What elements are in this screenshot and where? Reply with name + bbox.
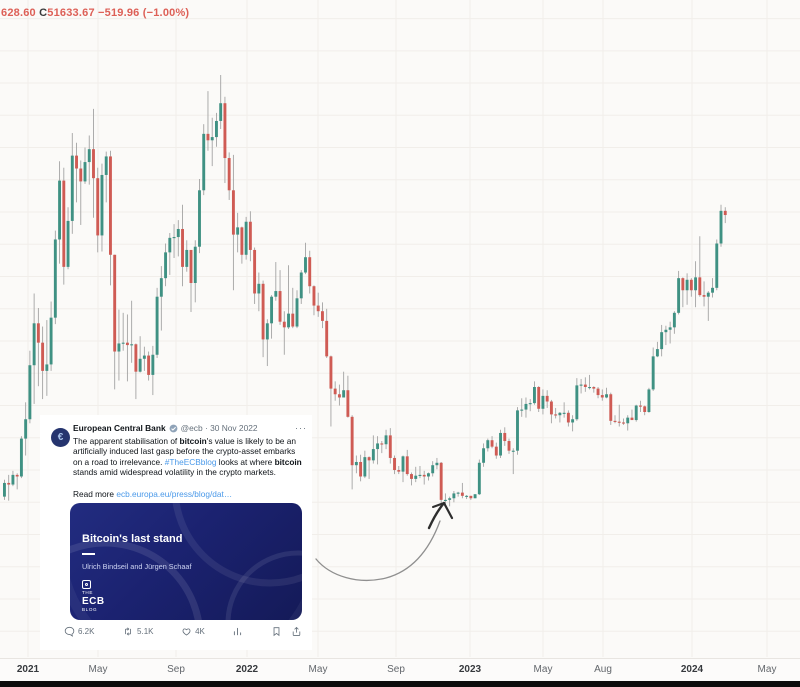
reply-count: 6.2K bbox=[78, 627, 95, 636]
tweet-link[interactable]: ecb.europa.eu/press/blog/dat… bbox=[116, 489, 233, 499]
reply-button[interactable]: 6.2K bbox=[64, 626, 94, 637]
axis-tick-label: May bbox=[533, 664, 553, 675]
bookmark-icon[interactable] bbox=[271, 626, 282, 637]
handle-and-date: @ecb · 30 Nov 2022 bbox=[180, 423, 258, 433]
axis-tick-label: May bbox=[308, 664, 328, 675]
tweet-header: European Central Bank @ecb · 30 Nov 2022… bbox=[73, 423, 307, 433]
time-axis[interactable]: 2021 May Sep 2022 May Sep 2023 May Aug 2024 May bbox=[0, 658, 800, 682]
reply-icon bbox=[64, 626, 75, 637]
tweet-read-more: Read more ecb.europa.eu/press/blog/dat… bbox=[73, 489, 233, 499]
tweet-actions: 6.2K 5.1K 4K bbox=[64, 626, 302, 637]
tweet-link[interactable]: #TheECBblog bbox=[164, 456, 217, 467]
like-count: 4K bbox=[195, 627, 205, 636]
bottom-black-bar bbox=[0, 681, 800, 687]
readout-close-label: C bbox=[39, 7, 48, 19]
share-icon[interactable] bbox=[291, 626, 302, 637]
card-title-underline bbox=[82, 553, 95, 555]
like-button[interactable]: 4K bbox=[181, 626, 205, 637]
axis-tick-label: Aug bbox=[594, 664, 612, 675]
card-title: Bitcoin's last stand bbox=[82, 533, 183, 545]
card-authors: Ulrich Bindseil and Jürgen Schaaf bbox=[82, 562, 192, 571]
axis-tick-label: May bbox=[757, 664, 777, 675]
tweet-card[interactable]: € European Central Bank @ecb · 30 Nov 20… bbox=[40, 415, 312, 650]
axis-tick-label: 2021 bbox=[16, 664, 40, 675]
ecb-blog-logo-icon bbox=[82, 580, 91, 589]
views-icon bbox=[234, 627, 242, 636]
axis-tick-label: 2023 bbox=[458, 664, 482, 675]
repost-count: 5.1K bbox=[137, 627, 154, 636]
avatar: € bbox=[51, 428, 70, 447]
axis-tick-label: 2022 bbox=[235, 664, 259, 675]
ohlc-readout: 628.60 C51633.67 −519.96 (−1.00%) bbox=[1, 7, 189, 19]
axis-tick-label: 2024 bbox=[680, 664, 704, 675]
repost-icon bbox=[125, 627, 132, 636]
more-button[interactable]: ··· bbox=[295, 423, 307, 433]
readout-close-value: 51633.67 bbox=[47, 7, 95, 19]
axis-tick-label: May bbox=[88, 664, 108, 675]
repost-button[interactable]: 5.1K bbox=[122, 626, 154, 637]
axis-tick-label: Sep bbox=[387, 664, 405, 675]
readout-low-fragment: 628.60 bbox=[1, 7, 36, 19]
views-button[interactable] bbox=[232, 626, 243, 637]
card-decor-arcs bbox=[70, 503, 302, 620]
ecb-blog-link-card[interactable]: Bitcoin's last stand Ulrich Bindseil and… bbox=[70, 503, 302, 620]
ecb-blog-logo: THE ECB BLOG bbox=[82, 580, 105, 612]
author-name: European Central Bank bbox=[73, 423, 166, 433]
axis-tick-label: Sep bbox=[167, 664, 185, 675]
like-icon bbox=[182, 628, 191, 636]
readout-change: −519.96 (−1.00%) bbox=[98, 7, 190, 19]
tweet-text: The apparent stabilisation of bitcoin's … bbox=[73, 436, 302, 477]
bookmark-share-group bbox=[271, 626, 302, 637]
verified-badge-icon bbox=[169, 424, 178, 432]
